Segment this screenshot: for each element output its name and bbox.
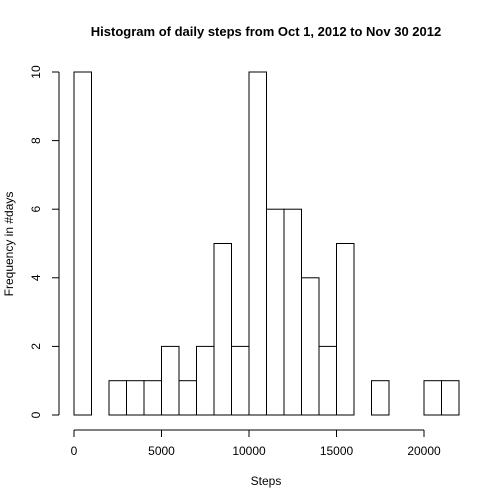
histogram-bar: [108, 380, 127, 416]
histogram-bar: [283, 208, 302, 416]
x-axis: 0 5000 10000 15000 20000: [71, 429, 441, 458]
histogram-bar: [371, 380, 390, 416]
y-tick-label: 0: [29, 411, 43, 418]
histogram-bar: [248, 71, 267, 416]
chart-title: Histogram of daily steps from Oct 1, 201…: [91, 24, 441, 39]
histogram-bar: [213, 243, 232, 416]
histogram-bar: [126, 380, 145, 416]
y-tick-label: 2: [29, 343, 43, 350]
x-tick-label: 15000: [320, 444, 354, 458]
histogram-bar: [143, 380, 162, 416]
x-tick-label: 0: [71, 444, 78, 458]
x-axis-label: Steps: [251, 474, 282, 488]
histogram-bar: [178, 380, 197, 416]
bars-group: [73, 71, 460, 416]
histogram-bar: [336, 243, 355, 416]
y-tick-label: 6: [29, 206, 43, 213]
x-tick-label: 5000: [148, 444, 175, 458]
y-axis-label: Frequency in #days: [2, 192, 16, 297]
histogram-bar: [196, 345, 215, 416]
y-tick-label: 4: [29, 274, 43, 281]
histogram-bar: [441, 380, 460, 416]
x-tick-label: 20000: [407, 444, 441, 458]
histogram-bar: [318, 345, 337, 416]
histogram-bar: [266, 208, 285, 416]
histogram-bar: [73, 71, 92, 416]
x-tick-label: 10000: [232, 444, 266, 458]
y-axis: 0 2 4 6 8 10: [29, 65, 60, 418]
histogram-bar: [231, 345, 250, 416]
histogram-bar: [301, 277, 320, 416]
histogram-bar: [161, 345, 180, 416]
y-tick-label: 10: [29, 65, 43, 79]
y-tick-label: 8: [29, 137, 43, 144]
histogram-bar: [423, 380, 442, 416]
